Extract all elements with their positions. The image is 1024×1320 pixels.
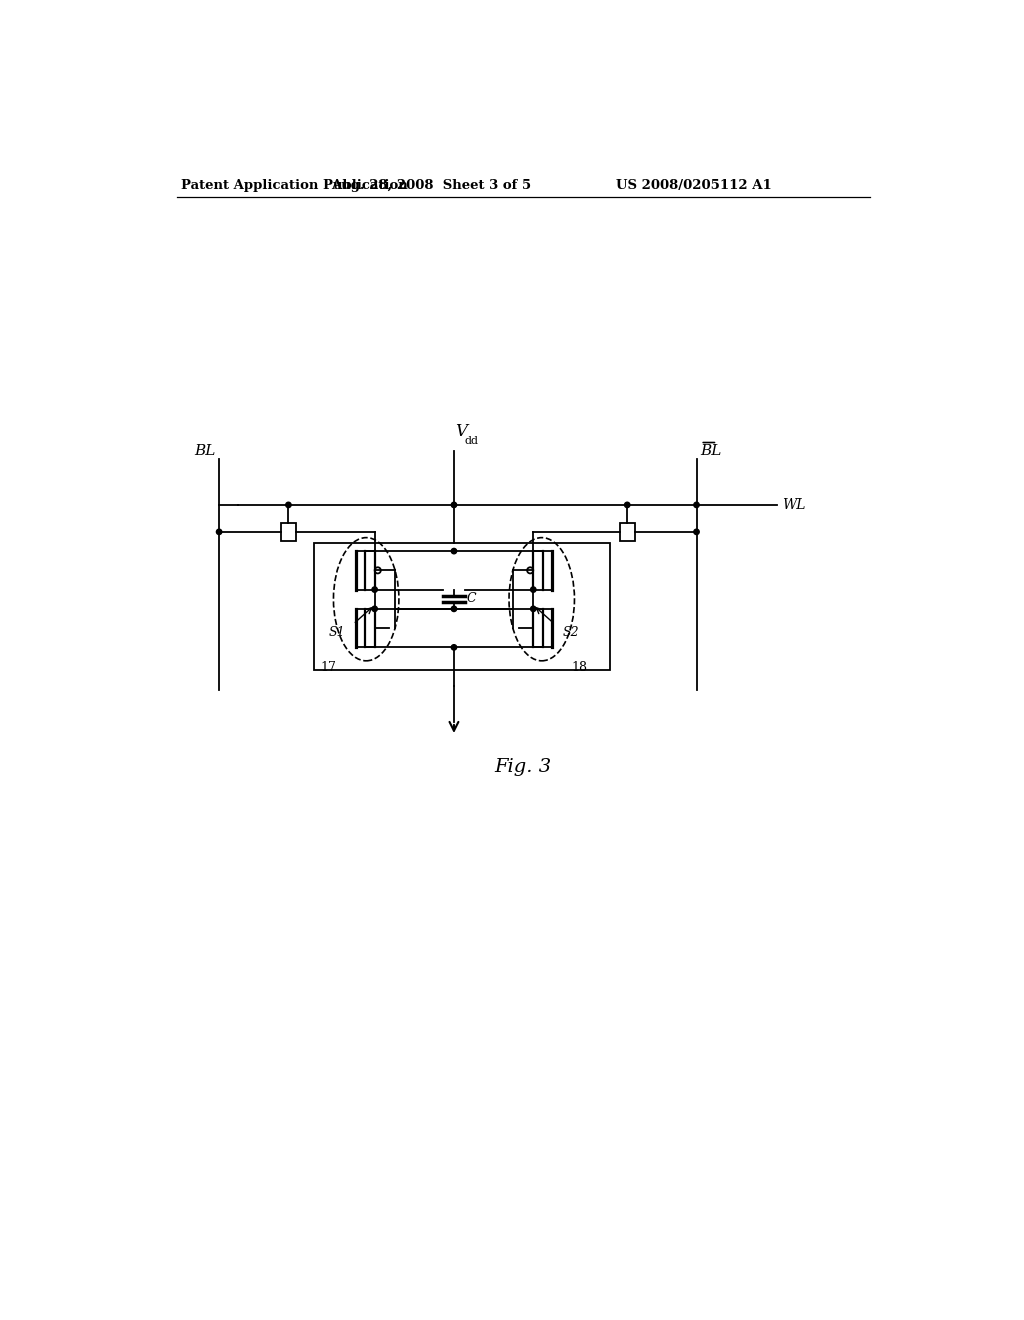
Bar bbox=[281, 523, 296, 541]
Circle shape bbox=[625, 502, 630, 508]
Bar bbox=[620, 523, 635, 541]
Text: dd: dd bbox=[465, 436, 479, 446]
Circle shape bbox=[452, 548, 457, 554]
Text: Aug. 28, 2008  Sheet 3 of 5: Aug. 28, 2008 Sheet 3 of 5 bbox=[331, 178, 530, 191]
Text: V: V bbox=[456, 424, 468, 441]
Circle shape bbox=[452, 606, 457, 611]
Circle shape bbox=[452, 644, 457, 649]
Text: S2: S2 bbox=[562, 626, 580, 639]
Circle shape bbox=[372, 606, 378, 611]
Text: 18: 18 bbox=[571, 661, 588, 675]
Text: BL: BL bbox=[194, 444, 215, 458]
Text: Fig. 3: Fig. 3 bbox=[495, 758, 552, 776]
Circle shape bbox=[372, 587, 378, 593]
Circle shape bbox=[694, 529, 699, 535]
Text: 17: 17 bbox=[321, 661, 337, 675]
Text: BL: BL bbox=[700, 444, 722, 458]
Text: S1: S1 bbox=[329, 626, 345, 639]
Bar bbox=[313, 544, 610, 671]
Circle shape bbox=[286, 502, 291, 508]
Circle shape bbox=[530, 606, 536, 611]
Circle shape bbox=[216, 529, 222, 535]
Circle shape bbox=[694, 502, 699, 508]
Text: C: C bbox=[466, 593, 476, 606]
Circle shape bbox=[452, 502, 457, 508]
Circle shape bbox=[530, 587, 536, 593]
Text: Patent Application Publication: Patent Application Publication bbox=[180, 178, 408, 191]
Text: WL: WL bbox=[782, 498, 806, 512]
Text: US 2008/0205112 A1: US 2008/0205112 A1 bbox=[615, 178, 771, 191]
